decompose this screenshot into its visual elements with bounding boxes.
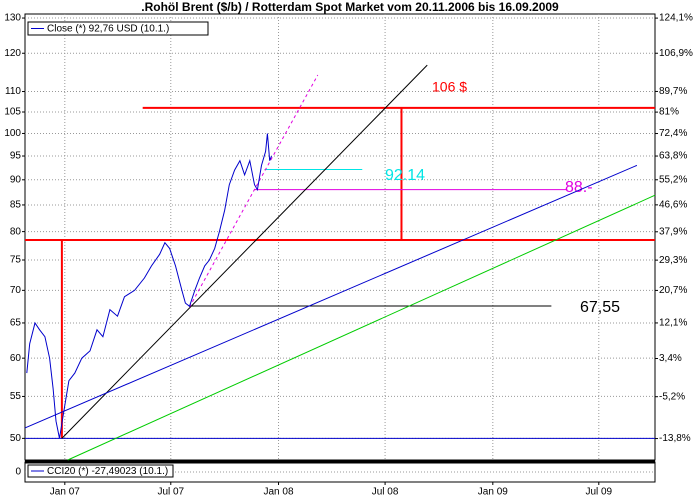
y2-tick-label: 20,7%	[659, 285, 687, 296]
y2-tick-label: 124,1%	[659, 13, 693, 24]
y-tick-label: 55	[10, 391, 22, 402]
annotation-line	[189, 74, 319, 308]
y-tick-label: 105	[4, 107, 21, 118]
y-tick-label: 85	[10, 200, 22, 211]
cci-tick-label: 0	[15, 467, 21, 478]
y2-tick-label: 37,9%	[659, 226, 687, 237]
annotation-label: 92.14	[385, 167, 425, 184]
y2-tick-label: 12,1%	[659, 318, 687, 329]
y2-tick-label: 29,3%	[659, 255, 687, 266]
y-tick-label: 90	[10, 174, 22, 185]
y-tick-label: 130	[4, 13, 21, 24]
x-tick-label: Jan 08	[264, 487, 294, 498]
y2-tick-label: 46,6%	[659, 200, 687, 211]
y2-tick-label: -13,8%	[659, 433, 691, 444]
annotation-label: 106 $	[432, 79, 467, 95]
cci-legend-label: CCI20 (*) -27,49023 (10.1.)	[47, 466, 168, 477]
cci-legend-box	[27, 464, 174, 478]
y-tick-label: 50	[10, 433, 22, 444]
y2-tick-label: 55,2%	[659, 174, 687, 185]
annotation-label: 88.-	[565, 179, 593, 196]
annotation-line	[24, 164, 638, 429]
y2-tick-label: 106,9%	[659, 48, 693, 59]
annotation-label: 67,55	[580, 299, 620, 316]
x-tick-label: Jul 09	[585, 487, 612, 498]
legend-label: Close (*) 92,76 USD (10.1.)	[47, 24, 169, 35]
annotation-line	[61, 64, 428, 439]
y-tick-label: 110	[5, 86, 21, 97]
y-tick-label: 100	[4, 128, 21, 139]
x-tick-label: Jul 08	[372, 487, 399, 498]
y-tick-label: 60	[10, 353, 22, 364]
x-tick-label: Jan 09	[478, 487, 508, 498]
y2-tick-label: 81%	[659, 107, 679, 118]
y2-tick-label: 72,4%	[659, 128, 687, 139]
y-tick-label: 75	[10, 255, 22, 266]
y-tick-label: 80	[10, 226, 22, 237]
chart-title: .Rohöl Brent ($/b) / Rotterdam Spot Mark…	[141, 0, 559, 14]
y2-tick-label: 63,8%	[659, 151, 687, 162]
legend-box	[27, 21, 209, 36]
y2-tick-label: 89,7%	[659, 86, 687, 97]
x-tick-label: Jan 07	[50, 487, 80, 498]
y-tick-label: 65	[10, 318, 22, 329]
x-tick-label: Jul 07	[157, 487, 184, 498]
price-line	[26, 133, 272, 439]
y2-tick-label: -5,2%	[659, 391, 685, 402]
annotation-line	[67, 194, 656, 461]
y-tick-label: 70	[10, 285, 22, 296]
y2-tick-label: 3,4%	[659, 353, 682, 364]
price-panel	[24, 13, 656, 461]
y-tick-label: 95	[10, 151, 22, 162]
y-tick-label: 120	[4, 48, 21, 59]
